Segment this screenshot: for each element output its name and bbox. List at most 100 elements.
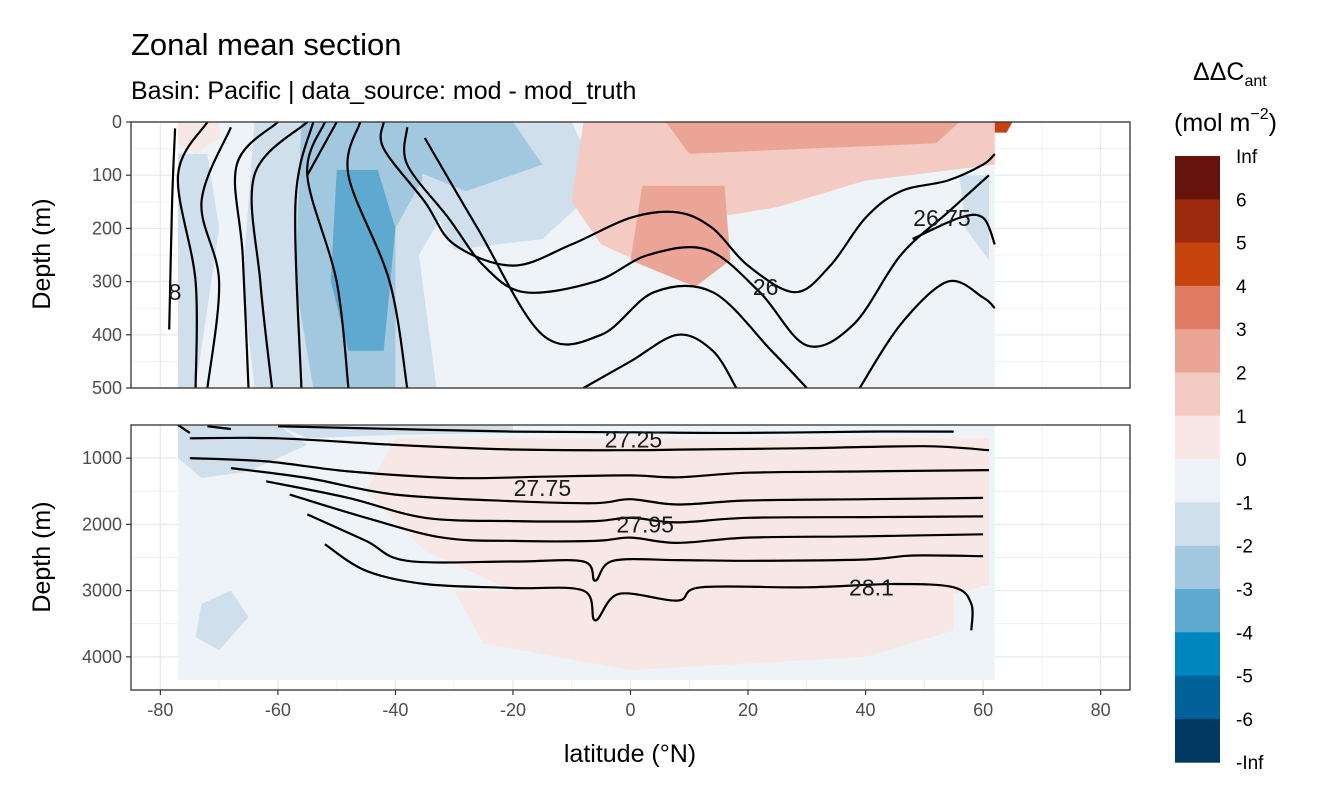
x-tick-label: 0 — [625, 700, 635, 720]
legend-label: -Inf — [1236, 753, 1264, 774]
x-tick-label: 40 — [856, 700, 876, 720]
legend: ΔΔCant (mol m−2) Inf 6 5 4 3 2 1 0 -1 -2 -3 -4 -5 -6 -… — [1174, 58, 1277, 774]
legend-label: 2 — [1236, 364, 1247, 385]
contour-label: 27.75 — [514, 475, 572, 501]
y-tick-label: 4000 — [82, 647, 122, 667]
y-axis-label-lower: Depth (m) — [28, 501, 56, 612]
legend-label: 4 — [1236, 277, 1247, 298]
contour-e — [250, 122, 309, 388]
y-tick-label: 3000 — [82, 581, 122, 601]
x-tick-label: -80 — [147, 700, 173, 720]
contour-label: 26 — [753, 274, 779, 300]
legend-swatch — [1175, 329, 1220, 373]
legend-label: -2 — [1236, 537, 1253, 558]
legend-swatch — [1175, 675, 1220, 720]
legend-units-prefix: (mol m — [1174, 109, 1250, 137]
panel-contours — [177, 425, 990, 631]
legend-units-superscript: −2 — [1250, 106, 1268, 123]
legend-swatch — [1175, 242, 1220, 287]
panel-lower: 27.25 27.75 27.95 28.1 1000 2000 3000 4000 — [82, 424, 1131, 691]
legend-swatch — [1175, 459, 1220, 503]
legend-label: -6 — [1236, 710, 1253, 731]
y-tick-label: 200 — [92, 218, 122, 238]
abyss-pos — [454, 590, 954, 671]
contour-h — [306, 122, 350, 388]
legend-label: -5 — [1236, 667, 1253, 688]
contour-u — [230, 467, 984, 506]
contour-q — [207, 425, 232, 431]
southern-neg-strip — [178, 153, 220, 388]
contour-i — [346, 122, 409, 388]
x-tick-label: -20 — [500, 700, 526, 720]
legend-swatch — [1175, 545, 1220, 590]
legend-label: -3 — [1236, 580, 1253, 601]
contour-n — [858, 279, 996, 388]
subtropical-neg-core — [401, 122, 543, 192]
x-tick-label: -60 — [265, 700, 291, 720]
legend-swatch — [1175, 718, 1220, 763]
legend-label: 0 — [1236, 450, 1247, 471]
equatorial-pos-halo — [630, 185, 731, 287]
x-axis-label: latitude (°N) — [564, 740, 696, 768]
north-pacific-pos-2 — [665, 122, 960, 154]
contour-o — [912, 213, 996, 245]
chart-subtitle: Basin: Pacific | data_source: mod - mod_… — [131, 77, 636, 105]
contour-d — [233, 122, 279, 388]
legend-label: -4 — [1236, 623, 1253, 644]
contour-j — [379, 122, 996, 294]
legend-swatch — [1175, 502, 1220, 547]
contour-r — [277, 425, 954, 435]
y-tick-label: 1000 — [82, 448, 122, 468]
contour-label: 26.75 — [913, 205, 971, 231]
legend-label: Inf — [1236, 147, 1258, 168]
x-axis: -80 -60 -40 -20 0 20 40 60 80 — [147, 690, 1111, 720]
contour-x — [306, 513, 984, 582]
arctic-edge-pos — [994, 122, 1013, 133]
legend-units: (mol m−2) — [1174, 106, 1277, 137]
contour-k — [403, 127, 990, 348]
abyss-neg-blob — [195, 590, 249, 651]
chart-title: Zonal mean section — [131, 27, 402, 62]
contour-c — [200, 126, 232, 388]
y-axis-label-upper: Depth (m) — [28, 198, 56, 309]
y-tick-label: 400 — [92, 325, 122, 345]
legend-label: 5 — [1236, 234, 1247, 255]
panel-contours — [168, 122, 996, 388]
y-tick-label: 2000 — [82, 514, 122, 534]
contour-l — [423, 137, 808, 388]
legend-title-subscript: ant — [1244, 73, 1267, 90]
southern-ocean-neg-max — [330, 169, 396, 351]
legend-swatch — [1175, 632, 1220, 677]
deep-pos — [366, 438, 990, 624]
legend-title-main: ΔΔC — [1193, 58, 1244, 86]
contour-label: 8 — [169, 279, 182, 305]
y-tick-label: 500 — [92, 378, 122, 398]
legend-title: ΔΔCant — [1193, 58, 1267, 90]
legend-swatch — [1175, 285, 1220, 330]
contour-s — [189, 436, 990, 452]
x-tick-label: 80 — [1091, 700, 1111, 720]
legend-label: 6 — [1236, 190, 1247, 211]
x-tick-label: 60 — [973, 700, 993, 720]
legend-label: 1 — [1236, 407, 1247, 428]
contour-f — [306, 122, 338, 176]
legend-swatch — [1175, 372, 1220, 417]
contour-label: 28.1 — [849, 574, 894, 600]
contour-w — [289, 493, 984, 544]
legend-swatch — [1175, 415, 1220, 460]
legend-label: 3 — [1236, 320, 1247, 341]
legend-swatch — [1175, 199, 1220, 244]
y-tick-label: 0 — [112, 112, 122, 132]
y-tick-label: 100 — [92, 165, 122, 185]
panel-frame — [130, 121, 1131, 389]
x-tick-label: -40 — [382, 700, 408, 720]
legend-colorbar: Inf 6 5 4 3 2 1 0 -1 -2 -3 -4 -5 -6 -Inf — [1175, 147, 1264, 774]
contour-b — [176, 122, 209, 388]
panel-field — [178, 425, 995, 681]
contour-t — [189, 457, 990, 480]
legend-swatch — [1175, 156, 1220, 200]
legend-label: -1 — [1236, 493, 1253, 514]
contour-y — [324, 543, 974, 631]
contour-label: 27.25 — [605, 427, 663, 453]
